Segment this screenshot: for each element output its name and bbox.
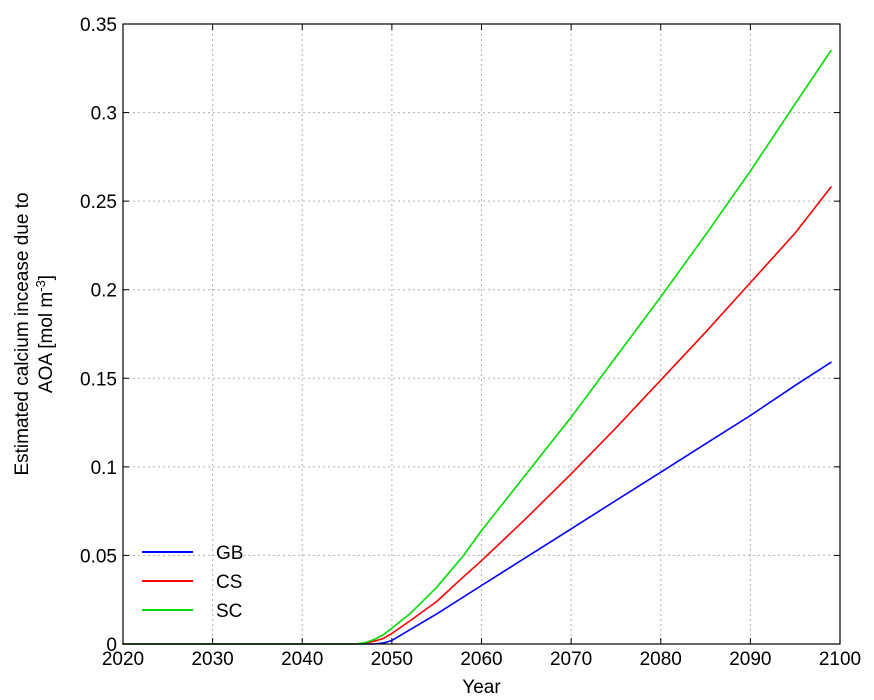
y-axis-label-end: ]: [36, 275, 57, 280]
y-axis-label-line1: Estimated calcium incease due to: [12, 192, 33, 475]
legend: GB CS SC: [142, 543, 243, 622]
y-axis-label-superscript: -3: [33, 280, 48, 292]
y-tick-label: 0.1: [91, 458, 117, 479]
x-tick-label: 2040: [281, 649, 323, 670]
y-tick-label: 0.3: [91, 104, 117, 125]
y-tick-label: 0.25: [80, 192, 117, 213]
x-tick-label: 2030: [191, 649, 233, 670]
x-tick-label: 2070: [550, 649, 592, 670]
x-axis-tick-labels: 2020 2030 2040 2050 2060 2070 2080 2090 2100: [102, 649, 861, 670]
x-tick-label: 2020: [102, 649, 144, 670]
y-axis-label-line2: AOA [mol m-3]: [33, 275, 57, 393]
legend-label-sc: SC: [216, 601, 242, 622]
x-axis-label: Year: [462, 677, 501, 698]
y-axis-label-unit: AOA [mol m: [36, 292, 57, 393]
x-tick-label: 2060: [460, 649, 502, 670]
x-tick-label: 2080: [640, 649, 682, 670]
axis-ticks: [122, 23, 841, 645]
y-tick-label: 0.35: [80, 15, 117, 36]
x-tick-label: 2090: [729, 649, 771, 670]
y-axis-tick-labels: 0 0.05 0.1 0.15 0.2 0.25 0.3 0.35: [80, 15, 117, 656]
legend-label-cs: CS: [216, 572, 242, 593]
y-tick-label: 0: [106, 635, 117, 656]
x-tick-label: 2050: [371, 649, 413, 670]
series-line-sc: [122, 49, 832, 645]
y-tick-label: 0.05: [80, 546, 117, 567]
grid: [123, 24, 840, 644]
y-tick-label: 0.15: [80, 369, 117, 390]
y-tick-label: 0.2: [91, 281, 117, 302]
x-tick-label: 2100: [819, 649, 861, 670]
legend-label-gb: GB: [216, 543, 243, 564]
